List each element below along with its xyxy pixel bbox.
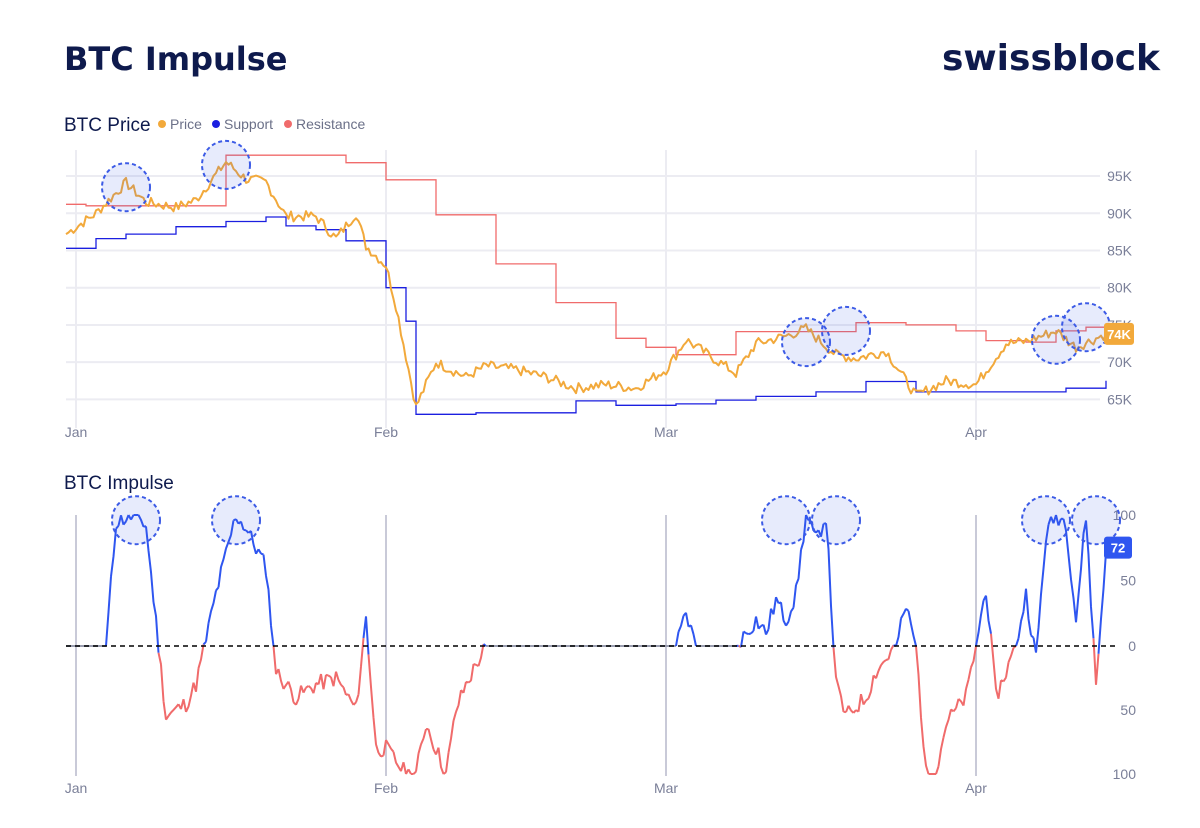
brand-logo: swissblock	[942, 38, 1161, 79]
price-y-tick: 70K	[1107, 354, 1133, 370]
resistance-line	[66, 154, 1107, 356]
impulse-highlight-circle	[811, 495, 861, 546]
impulse-highlight-circle	[1071, 495, 1121, 546]
price-y-tick: 85K	[1107, 243, 1133, 259]
price-last-label: 74K	[1107, 327, 1131, 342]
impulse-highlight-circle	[761, 495, 811, 546]
page-title: BTC Impulse	[64, 40, 288, 78]
price-last-badge	[1104, 322, 1134, 345]
price-chart: 65K70K75K80K85K90K95KJanFebMarApr74K	[65, 139, 1134, 440]
price-y-tick: 95K	[1107, 168, 1133, 184]
impulse-x-tick: Jan	[65, 780, 88, 796]
impulse-x-tick: Apr	[965, 780, 987, 796]
impulse-highlight-circle	[111, 495, 161, 546]
legend-support-label: Support	[224, 116, 273, 132]
impulse-y-tick: 100	[1113, 766, 1137, 782]
impulse-y-tick: 0	[1128, 638, 1136, 654]
price-x-tick: Mar	[654, 424, 678, 440]
price-x-tick: Apr	[965, 424, 987, 440]
impulse-x-tick: Feb	[374, 780, 398, 796]
legend-resistance-dot	[284, 120, 292, 128]
impulse-highlight-circle	[211, 495, 261, 546]
price-highlight-circle	[201, 139, 251, 190]
price-y-tick: 65K	[1107, 391, 1133, 407]
price-x-tick: Feb	[374, 424, 398, 440]
price-highlight-circle	[1031, 314, 1081, 365]
impulse-highlight-circle	[1021, 495, 1071, 546]
price-highlight-circle	[781, 317, 831, 368]
price-y-tick: 90K	[1107, 205, 1133, 221]
legend-price-dot	[158, 120, 166, 128]
impulse-last-badge	[1104, 536, 1132, 559]
legend-support-dot	[212, 120, 220, 128]
price-highlight-circle	[821, 305, 871, 356]
impulse-x-tick: Mar	[654, 780, 678, 796]
impulse-panel-title: BTC Impulse	[64, 473, 174, 494]
impulse-y-tick: 50	[1120, 702, 1136, 718]
price-x-tick: Jan	[65, 424, 88, 440]
price-line	[65, 161, 1107, 406]
impulse-y-tick: 50	[1120, 573, 1136, 589]
price-highlight-circle	[101, 162, 151, 213]
impulse-last-label: 72	[1111, 541, 1125, 556]
price-panel-title: BTC Price	[64, 115, 151, 136]
support-line	[66, 216, 1107, 415]
impulse-line-negative	[157, 633, 1100, 775]
price-legend: Price Support Resistance	[158, 116, 365, 132]
legend-resistance-label: Resistance	[296, 116, 365, 132]
legend-price-label: Price	[170, 116, 202, 132]
price-y-tick: 80K	[1107, 280, 1133, 296]
price-highlight-circle	[1061, 302, 1111, 353]
